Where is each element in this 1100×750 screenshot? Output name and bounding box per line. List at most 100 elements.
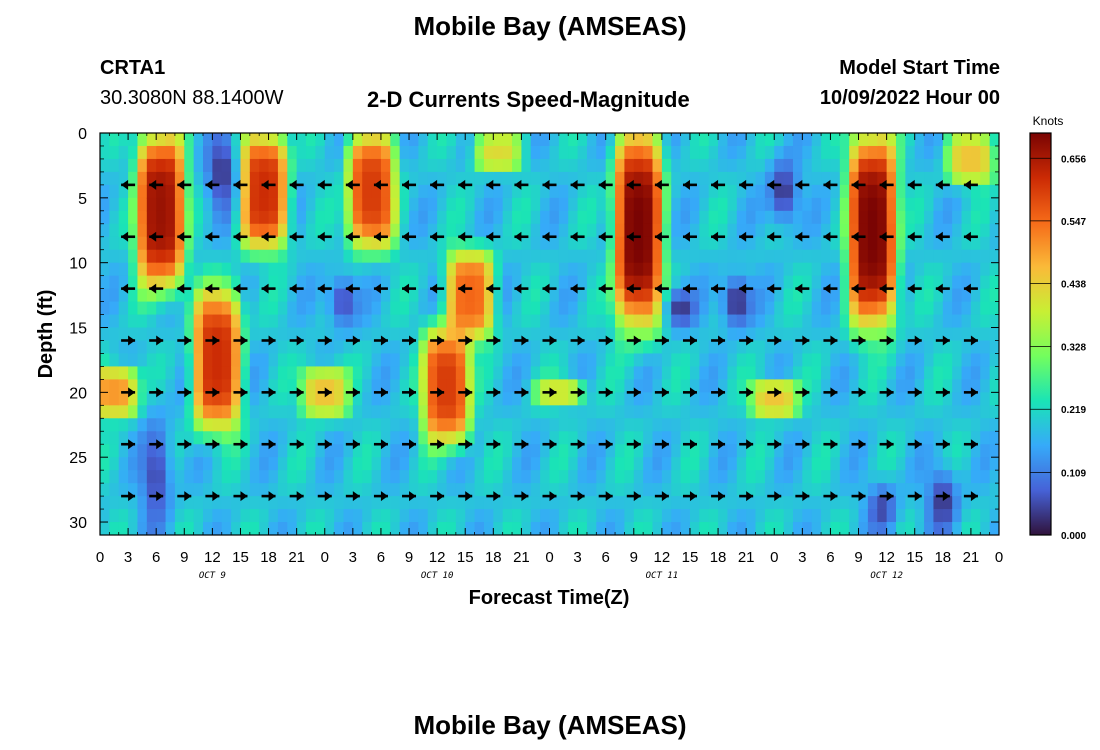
heatmap-cell (530, 522, 541, 535)
heatmap-cell (952, 197, 963, 212)
heatmap-cell (512, 223, 522, 238)
heatmap-cell (652, 314, 663, 329)
heatmap-cell (736, 366, 747, 380)
heatmap-cell (755, 197, 766, 212)
heatmap-cell (268, 431, 279, 445)
heatmap-cell (165, 171, 176, 186)
heatmap-cell (652, 457, 663, 471)
heatmap-cell (521, 197, 532, 212)
heatmap-cell (605, 522, 616, 535)
heatmap-cell (409, 314, 419, 329)
heatmap-cell (352, 314, 363, 329)
heatmap-cell (165, 301, 176, 316)
heatmap-cell (577, 405, 588, 419)
heatmap-cell (858, 288, 869, 303)
heatmap-cell (100, 327, 110, 342)
heatmap-cell (558, 314, 569, 329)
heatmap-cell (652, 158, 663, 173)
heatmap-cell (680, 366, 691, 380)
y-tick-label: 20 (69, 385, 87, 402)
current-arrow (626, 491, 641, 502)
heatmap-cell (755, 184, 766, 199)
heatmap-cell (755, 405, 766, 419)
heatmap-cell (287, 392, 298, 406)
heatmap-cell (792, 353, 803, 368)
heatmap-cell (100, 366, 110, 380)
heatmap-cell (746, 405, 757, 419)
heatmap-cell (811, 418, 822, 432)
heatmap-cell (746, 418, 757, 432)
heatmap-cell (502, 470, 513, 484)
heatmap-cell (942, 197, 953, 212)
heatmap-cell (680, 327, 691, 342)
heatmap-cell (914, 496, 925, 510)
heatmap-cell (792, 327, 803, 342)
heatmap-cell (287, 457, 298, 471)
heatmap-cell (324, 133, 335, 147)
heatmap-cell (811, 210, 822, 225)
heatmap-cell (249, 405, 260, 419)
heatmap-cell (867, 431, 878, 445)
heatmap-cell (221, 314, 232, 329)
heatmap-cell (268, 145, 279, 160)
heatmap-cell (755, 470, 766, 484)
heatmap-cell (137, 379, 148, 393)
heatmap-cell (970, 405, 981, 419)
current-arrow (373, 491, 388, 502)
heatmap-cell (661, 184, 672, 199)
heatmap-cell (259, 301, 270, 316)
heatmap-cell (558, 444, 569, 458)
heatmap-cell (540, 145, 551, 160)
heatmap-cell (661, 522, 672, 535)
heatmap-cell (137, 262, 148, 277)
heatmap-cell (137, 145, 148, 160)
heatmap-cell (624, 236, 635, 251)
heatmap-cell (240, 133, 251, 147)
current-arrow (711, 283, 726, 294)
heatmap-cell (212, 418, 223, 432)
heatmap-cell (895, 314, 906, 329)
heatmap-cell (980, 522, 991, 535)
heatmap-cell (287, 301, 298, 316)
heatmap-cell (221, 197, 232, 212)
heatmap-cell (961, 145, 972, 160)
heatmap-cell (577, 457, 588, 471)
heatmap-cell (427, 405, 438, 419)
current-arrow (486, 231, 501, 242)
current-arrow (317, 179, 332, 190)
heatmap-cell (240, 145, 251, 160)
heatmap-cell (362, 353, 373, 368)
heatmap-cell (474, 133, 485, 147)
heatmap-cell (821, 366, 832, 380)
heatmap-cell (277, 262, 288, 277)
heatmap-cell (465, 145, 476, 160)
heatmap-cell (989, 340, 999, 355)
heatmap-cell (568, 223, 579, 238)
heatmap-cell (390, 314, 401, 329)
heatmap-cell (764, 275, 775, 290)
heatmap-cell (830, 496, 841, 510)
heatmap-cell (886, 223, 897, 238)
heatmap-cell (100, 457, 110, 471)
heatmap-cell (680, 197, 691, 212)
heatmap-cell (633, 184, 644, 199)
heatmap-cell (100, 184, 110, 199)
heatmap-cell (558, 184, 569, 199)
heatmap-cell (380, 522, 391, 535)
current-arrow (907, 387, 922, 398)
heatmap-cell (586, 133, 597, 147)
heatmap-cell (334, 340, 345, 355)
heatmap-cell (324, 301, 335, 316)
heatmap-cell (427, 444, 438, 458)
heatmap-cell (174, 223, 185, 238)
current-arrow (795, 491, 810, 502)
heatmap-cell (259, 496, 270, 510)
heatmap-cell (615, 418, 626, 432)
heatmap-cell (633, 470, 644, 484)
heatmap-cell (821, 470, 832, 484)
heatmap-cell (689, 184, 700, 199)
heatmap-cell (839, 145, 850, 160)
heatmap-cell (905, 366, 916, 380)
heatmap-cell (802, 392, 813, 406)
colorbar-scale (1029, 132, 1052, 536)
